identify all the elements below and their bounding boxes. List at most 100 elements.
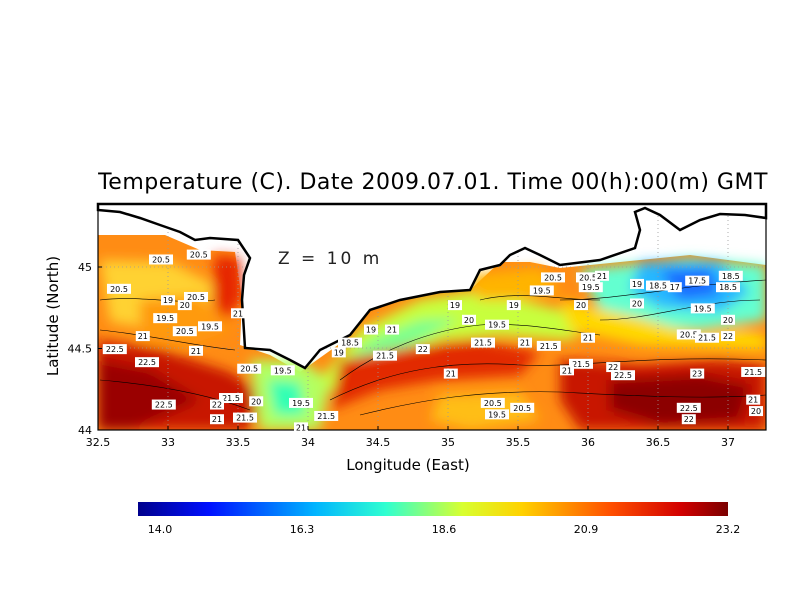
contour-label-bg xyxy=(630,298,644,309)
contour-label-bg xyxy=(443,368,458,379)
contour-label: 17.5 xyxy=(688,277,706,286)
contour-label-bg xyxy=(541,272,565,283)
contour-label: 19.5 xyxy=(292,399,310,408)
contour-label: 21 xyxy=(296,423,306,432)
contour-label-bg xyxy=(506,300,521,311)
contour-label-bg xyxy=(749,406,763,417)
contour-label-bg xyxy=(338,337,362,348)
contour-label: 21 xyxy=(597,272,607,281)
contour-label: 21 xyxy=(748,396,758,405)
contour-label: 19.5 xyxy=(274,366,292,375)
contour-label: 20.5 xyxy=(176,327,194,336)
contour-label-bg xyxy=(294,422,308,433)
contour-label: 19 xyxy=(632,280,642,289)
x-tick-label: 33.5 xyxy=(226,436,251,449)
contour-label-bg xyxy=(161,295,175,306)
contour-label: 21.5 xyxy=(236,414,254,423)
contour-label: 19.5 xyxy=(488,410,506,419)
contour-label: 21.5 xyxy=(376,352,394,361)
y-tick-label: 44 xyxy=(78,424,92,437)
contour-label-bg xyxy=(198,321,222,332)
depth-label: Z = 10 m xyxy=(278,249,382,269)
x-tick-label: 35 xyxy=(441,436,455,449)
contour-label: 21.5 xyxy=(698,334,716,343)
y-tick-label: 44.5 xyxy=(68,343,93,356)
contour-label-bg xyxy=(578,282,603,293)
contour-label: 21 xyxy=(191,347,201,356)
contour-label: 23 xyxy=(692,370,702,379)
contour-label: 20 xyxy=(576,301,586,310)
contour-label-bg xyxy=(219,393,243,404)
x-tick-label: 33 xyxy=(161,436,175,449)
contour-label: 21.5 xyxy=(744,368,762,377)
x-tick-label: 36.5 xyxy=(646,436,671,449)
contour-label: 22 xyxy=(608,363,618,372)
contour-label: 20.5 xyxy=(110,285,128,294)
contour-label-bg xyxy=(685,275,710,286)
contour-label: 19.5 xyxy=(488,321,506,330)
chart-title: Temperature (C). Date 2009.07.01. Time 0… xyxy=(98,170,768,195)
contour-label-bg xyxy=(581,332,595,343)
contour-label-bg xyxy=(576,272,600,283)
contour-label-bg xyxy=(746,394,761,405)
contour-label-bg xyxy=(529,285,554,296)
y-tick-label: 45 xyxy=(78,261,92,274)
contour-label: 19 xyxy=(163,296,173,305)
contour-labels: 20.520.520.519 20.52019.52120.519.52122.5… xyxy=(102,249,766,433)
contour-label: 19.5 xyxy=(201,322,219,331)
contour-label: 21 xyxy=(387,326,397,335)
contour-label-bg xyxy=(695,332,719,343)
contour-label-bg xyxy=(611,370,635,381)
contour-label: 18.5 xyxy=(341,339,359,348)
x-axis-label: Longitude (East) xyxy=(346,456,469,474)
contour-label-bg xyxy=(471,337,495,348)
contour-label-bg xyxy=(606,362,621,373)
contour-label: 19.5 xyxy=(533,286,551,295)
contour-label: 19 xyxy=(450,301,460,310)
contour-label: 17 xyxy=(670,283,680,292)
contour-label-bg xyxy=(630,278,644,289)
contour-label: 21 xyxy=(520,339,530,348)
contour-label: 20.5 xyxy=(680,330,698,339)
contour-label: 22.5 xyxy=(138,358,156,367)
contour-label: 21.5 xyxy=(474,339,492,348)
contour-label: 22 xyxy=(723,332,733,341)
contour-label-bg xyxy=(373,350,397,361)
contour-label-bg xyxy=(690,368,705,379)
contour-label-bg xyxy=(364,324,378,335)
contour-label: 21 xyxy=(583,334,593,343)
contour-label: 20.5 xyxy=(544,273,562,282)
contour-label: 21 xyxy=(138,332,148,341)
contour-label: 19 xyxy=(366,326,376,335)
colorbar-tick-label: 20.9 xyxy=(574,523,599,536)
contour-label-bg xyxy=(184,291,208,302)
colorbar-tick-label: 18.6 xyxy=(432,523,457,536)
contour-label: 20.5 xyxy=(190,251,208,260)
contour-label: 20.5 xyxy=(579,273,597,282)
contour-label-bg xyxy=(574,300,588,311)
contour-label: 21.5 xyxy=(540,342,558,351)
contour-label-bg xyxy=(518,337,532,348)
contour-label: 20 xyxy=(723,316,733,325)
contour-label-bg xyxy=(448,300,462,311)
contour-label: 21 xyxy=(212,415,222,424)
contour-label: 19.5 xyxy=(694,304,712,313)
contour-label-bg xyxy=(510,402,535,413)
contour-label: 22.5 xyxy=(614,371,632,380)
contour-lines xyxy=(99,279,766,416)
contour-label-bg xyxy=(149,254,173,265)
contour-label-bg xyxy=(721,331,735,342)
contour-label-bg xyxy=(462,314,476,325)
contour-label-bg xyxy=(237,363,262,374)
contour-label-bg xyxy=(718,270,743,281)
contour-label-bg xyxy=(107,283,131,294)
contour-label-bg xyxy=(385,324,399,335)
contour-label: 21.5 xyxy=(317,412,335,421)
contour-label: 20 xyxy=(180,301,190,310)
x-tick-label: 37 xyxy=(721,436,735,449)
y-axis-ticks: 45 44.5 44 xyxy=(68,261,102,437)
contour-label-bg xyxy=(231,308,245,319)
contour-label-bg xyxy=(595,270,609,281)
contour-label: 18.5 xyxy=(722,272,740,281)
